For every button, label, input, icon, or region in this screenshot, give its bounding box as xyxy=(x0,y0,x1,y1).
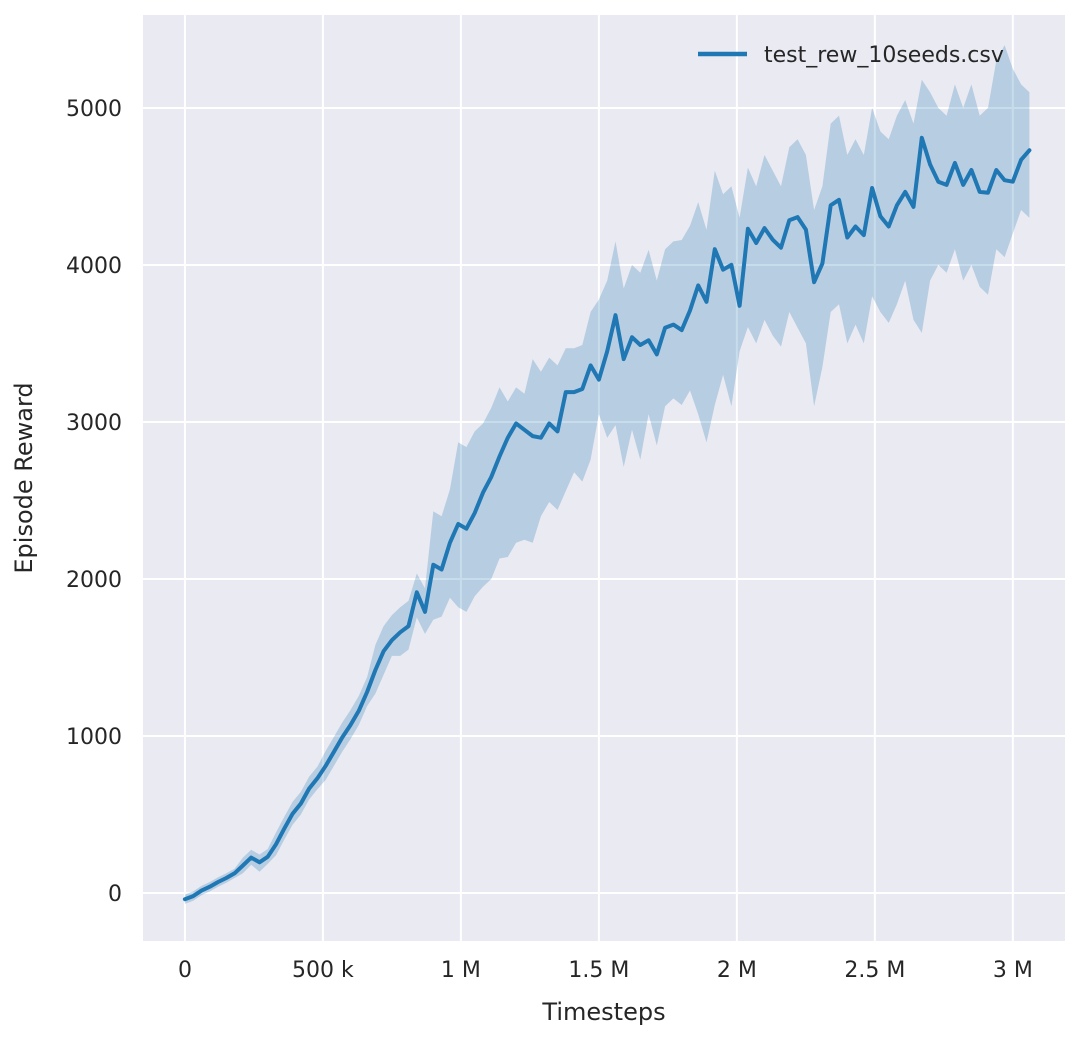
y-tick-label: 3000 xyxy=(66,411,122,436)
y-axis-label: Episode Reward xyxy=(10,382,38,573)
y-tick-label: 5000 xyxy=(66,97,122,122)
x-tick-label: 1 M xyxy=(441,958,481,983)
legend-label: test_rew_10seeds.csv xyxy=(764,43,1004,68)
y-tick-label: 4000 xyxy=(66,254,122,279)
x-tick-label: 0 xyxy=(178,958,192,983)
y-tick-label: 1000 xyxy=(66,725,122,750)
x-axis-label: Timesteps xyxy=(541,998,665,1026)
y-tick-label: 2000 xyxy=(66,568,122,593)
x-tick-label: 2.5 M xyxy=(844,958,905,983)
x-tick-label: 500 k xyxy=(292,958,354,983)
mean-line xyxy=(182,135,1032,902)
plot-area xyxy=(143,15,1065,941)
y-tick-label: 0 xyxy=(108,882,122,907)
confidence-band xyxy=(184,45,1030,904)
x-tick-label: 2 M xyxy=(717,958,757,983)
x-tick-label: 3 M xyxy=(993,958,1033,983)
x-tick-label: 1.5 M xyxy=(568,958,629,983)
